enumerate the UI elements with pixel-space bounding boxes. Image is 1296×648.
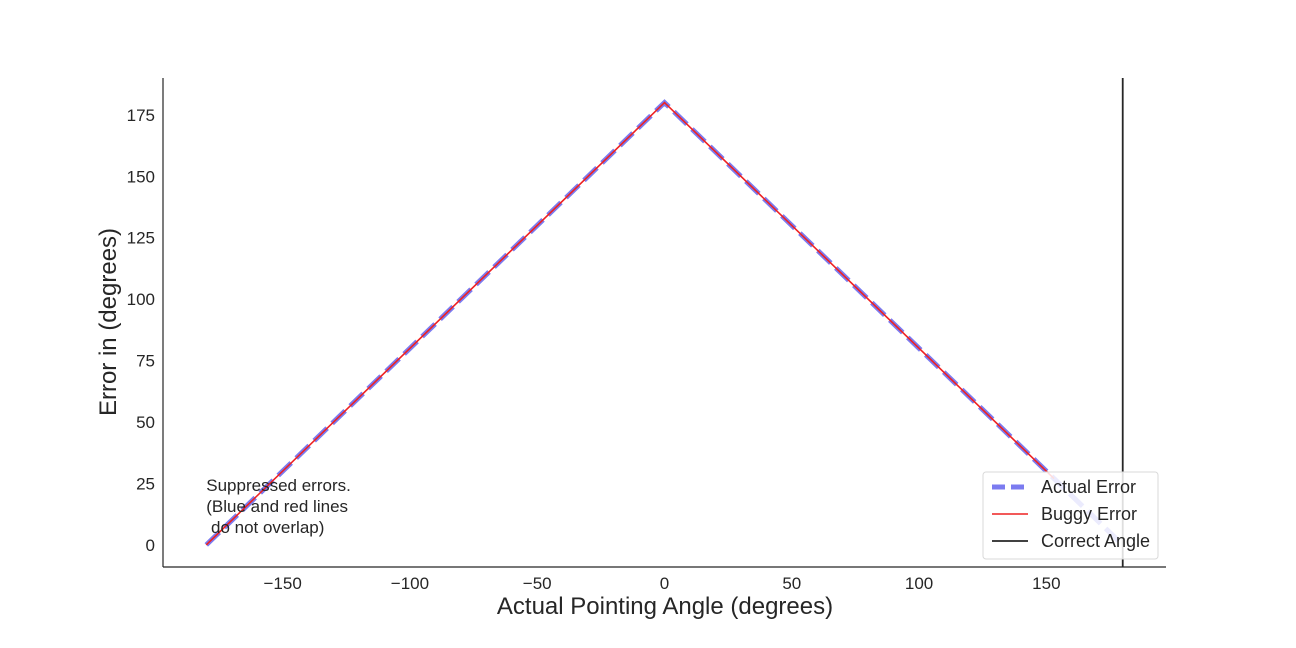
x-axis-title: Actual Pointing Angle (degrees): [497, 593, 833, 620]
annotation-line: do not overlap): [206, 518, 324, 537]
legend-label: Buggy Error: [1041, 504, 1137, 524]
x-tick-label: 100: [905, 574, 933, 593]
legend: Actual Error Buggy Error Correct Angle: [982, 471, 1159, 560]
annotation-line: Suppressed errors.: [206, 476, 351, 495]
y-tick-label: 75: [136, 352, 155, 371]
legend-label: Actual Error: [1041, 477, 1136, 497]
tick-labels: −150 −100 −50 0 50 100 150 0 25 50 75 100 125 150 175: [127, 106, 1061, 593]
series-line-buggy-error: [205, 101, 1055, 546]
x-tick-label: −150: [263, 574, 301, 593]
x-tick-label: 50: [782, 574, 801, 593]
x-tick-label: 150: [1032, 574, 1060, 593]
y-tick-label: 100: [127, 290, 155, 309]
annotation: Suppressed errors. (Blue and red lines do…: [206, 476, 351, 537]
x-tick-label: −100: [391, 574, 429, 593]
y-tick-label: 125: [127, 229, 155, 248]
legend-label: Correct Angle: [1041, 531, 1150, 551]
y-tick-label: 50: [136, 413, 155, 432]
y-tick-label: 150: [127, 167, 155, 186]
axes: [162, 78, 1166, 568]
x-tick-label: 0: [660, 574, 669, 593]
x-tick-label: −50: [523, 574, 552, 593]
y-tick-label: 25: [136, 474, 155, 493]
annotation-line: (Blue and red lines: [206, 497, 348, 516]
legend-box: [982, 471, 1159, 560]
y-tick-label: 0: [146, 536, 155, 555]
y-axis-title: Error in (degrees): [95, 228, 122, 416]
y-tick-label: 175: [127, 106, 155, 125]
